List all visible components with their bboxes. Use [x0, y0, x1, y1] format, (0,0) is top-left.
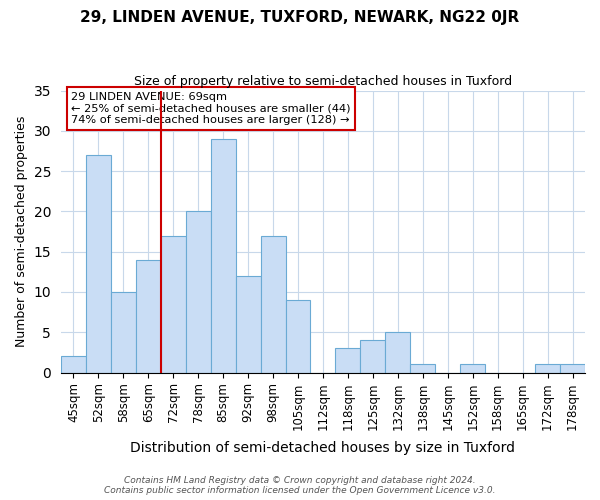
Bar [385, 332, 410, 372]
Bar [361, 340, 385, 372]
Bar [460, 364, 485, 372]
Bar [560, 364, 585, 372]
Bar [260, 236, 286, 372]
Bar [111, 292, 136, 372]
Bar [286, 300, 310, 372]
Bar [86, 155, 111, 372]
Bar [61, 356, 86, 372]
Text: 29, LINDEN AVENUE, TUXFORD, NEWARK, NG22 0JR: 29, LINDEN AVENUE, TUXFORD, NEWARK, NG22… [80, 10, 520, 25]
X-axis label: Distribution of semi-detached houses by size in Tuxford: Distribution of semi-detached houses by … [130, 441, 515, 455]
Bar [236, 276, 260, 372]
Bar [161, 236, 185, 372]
Bar [335, 348, 361, 372]
Text: Contains HM Land Registry data © Crown copyright and database right 2024.
Contai: Contains HM Land Registry data © Crown c… [104, 476, 496, 495]
Bar [136, 260, 161, 372]
Bar [535, 364, 560, 372]
Title: Size of property relative to semi-detached houses in Tuxford: Size of property relative to semi-detach… [134, 75, 512, 88]
Bar [185, 212, 211, 372]
Y-axis label: Number of semi-detached properties: Number of semi-detached properties [15, 116, 28, 347]
Bar [211, 139, 236, 372]
Text: 29 LINDEN AVENUE: 69sqm
← 25% of semi-detached houses are smaller (44)
74% of se: 29 LINDEN AVENUE: 69sqm ← 25% of semi-de… [71, 92, 351, 125]
Bar [410, 364, 435, 372]
